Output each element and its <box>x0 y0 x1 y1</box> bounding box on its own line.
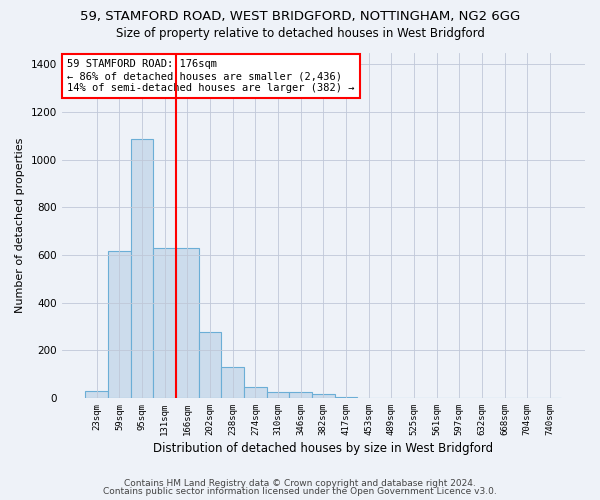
Bar <box>266 392 289 398</box>
Text: Size of property relative to detached houses in West Bridgford: Size of property relative to detached ho… <box>116 28 484 40</box>
Text: 59, STAMFORD ROAD, WEST BRIDGFORD, NOTTINGHAM, NG2 6GG: 59, STAMFORD ROAD, WEST BRIDGFORD, NOTTI… <box>80 10 520 23</box>
Bar <box>154 248 176 398</box>
Y-axis label: Number of detached properties: Number of detached properties <box>15 138 25 313</box>
X-axis label: Distribution of detached houses by size in West Bridgford: Distribution of detached houses by size … <box>153 442 493 455</box>
Bar <box>335 397 358 398</box>
Bar <box>108 252 131 398</box>
Bar <box>199 332 221 398</box>
Bar <box>312 394 335 398</box>
Bar <box>131 140 154 398</box>
Text: Contains HM Land Registry data © Crown copyright and database right 2024.: Contains HM Land Registry data © Crown c… <box>124 478 476 488</box>
Bar <box>221 367 244 398</box>
Text: Contains public sector information licensed under the Open Government Licence v3: Contains public sector information licen… <box>103 487 497 496</box>
Bar <box>289 392 312 398</box>
Bar <box>244 387 266 398</box>
Bar <box>176 248 199 398</box>
Bar <box>85 391 108 398</box>
Text: 59 STAMFORD ROAD: 176sqm
← 86% of detached houses are smaller (2,436)
14% of sem: 59 STAMFORD ROAD: 176sqm ← 86% of detach… <box>67 60 355 92</box>
